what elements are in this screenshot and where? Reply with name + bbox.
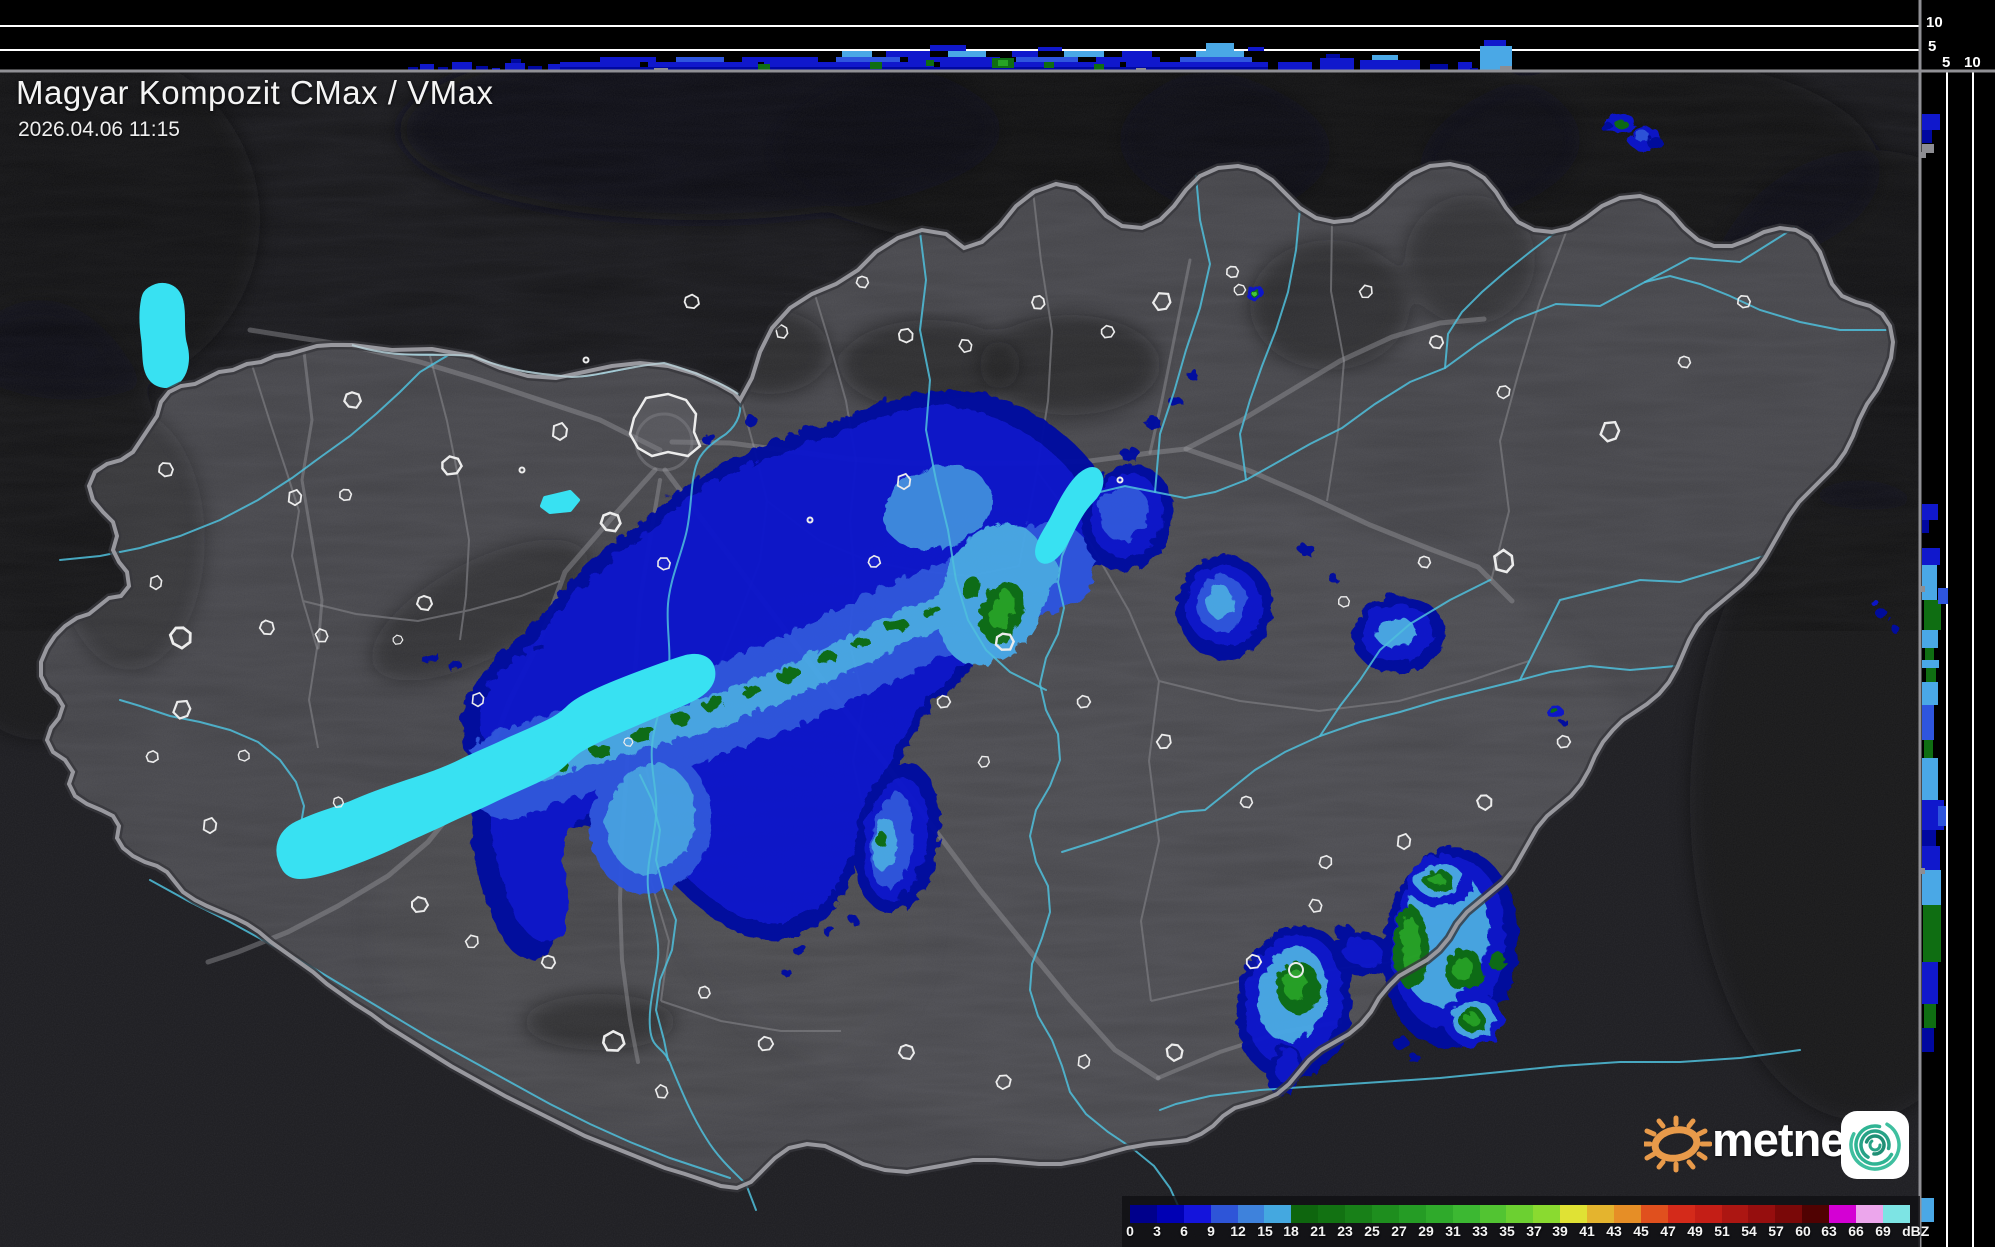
legend-swatch (1856, 1205, 1883, 1223)
legend-swatch (1748, 1205, 1776, 1223)
rivers (59, 175, 1887, 1211)
legend-swatch (1264, 1205, 1292, 1223)
legend-tick: 51 (1714, 1223, 1730, 1239)
legend-tick: 25 (1364, 1223, 1380, 1239)
legend-tick: 15 (1257, 1223, 1273, 1239)
timestamp: 2026.04.06 11:15 (18, 118, 180, 141)
metnet-logo: metnet (1644, 1104, 1924, 1184)
legend-swatch (1614, 1205, 1641, 1223)
radar-echo-south-blob (779, 759, 938, 974)
legend-swatch (1587, 1205, 1615, 1223)
legend-tick: 35 (1499, 1223, 1515, 1239)
radar-echo-specks (419, 367, 1196, 668)
legend-swatch (1802, 1205, 1830, 1223)
legend-swatch (1210, 1205, 1238, 1223)
legend-swatch (1291, 1205, 1319, 1223)
legend-tick: 69 (1875, 1223, 1891, 1239)
legend-unit-label: dBZ (1902, 1223, 1930, 1239)
right-profile-echoes (1919, 114, 1948, 1222)
lakes (139, 282, 1104, 879)
legend-tick: 41 (1579, 1223, 1595, 1239)
legend-swatch (1506, 1205, 1534, 1223)
legend-tick: 54 (1741, 1223, 1757, 1239)
logo-text: metnet (1712, 1113, 1861, 1166)
danube-border-highlight (351, 344, 739, 395)
legend-swatch (1183, 1205, 1211, 1223)
dbz-color-scale: 0 3 6 9 12 15 18 21 23 25 27 29 31 33 35… (1122, 1196, 1929, 1247)
legend-tick: 29 (1418, 1223, 1434, 1239)
legend-tick: 31 (1445, 1223, 1461, 1239)
legend-tick: 39 (1552, 1223, 1568, 1239)
right-axis-label-10km: 10 (1964, 54, 1981, 71)
legend-swatch (1372, 1205, 1399, 1223)
legend-swatch (1237, 1205, 1265, 1223)
legend-swatch (1130, 1205, 1157, 1223)
legend-tick: 33 (1472, 1223, 1488, 1239)
lake-ferto (139, 282, 189, 388)
legend-tick: 18 (1283, 1223, 1299, 1239)
legend-swatch (1640, 1205, 1668, 1223)
top-profile-strip (0, 0, 1995, 71)
legend-swatch (1345, 1205, 1373, 1223)
legend-tick: 45 (1633, 1223, 1649, 1239)
town-outlines (143, 264, 1754, 1101)
metnet-app-icon (1841, 1111, 1909, 1179)
legend-tick: 27 (1391, 1223, 1407, 1239)
right-profile-strip (1919, 71, 1995, 1247)
radar-echo-se-cells (1233, 845, 1517, 1094)
legend-swatch (1560, 1205, 1588, 1223)
map-area (0, 71, 1920, 1247)
legend-swatch (1667, 1205, 1695, 1223)
legend-tick: 57 (1768, 1223, 1784, 1239)
lake-balaton (276, 653, 716, 879)
top-profile-echoes (408, 40, 1512, 71)
legend-tick: 12 (1230, 1223, 1246, 1239)
legend-swatch (1425, 1205, 1453, 1223)
hungary-border (41, 164, 1893, 1188)
radar-echo-east-cells (1078, 461, 1442, 671)
legend-tick: 37 (1526, 1223, 1542, 1239)
right-axis-label-5km: 5 (1942, 54, 1951, 71)
legend-swatch (1156, 1205, 1184, 1223)
legend-swatch (1398, 1205, 1426, 1223)
legend-tick: 63 (1821, 1223, 1837, 1239)
legend-swatch (1721, 1205, 1749, 1223)
legend-tick: 9 (1207, 1223, 1215, 1239)
legend-tick: 43 (1606, 1223, 1622, 1239)
legend-swatch (1882, 1205, 1910, 1223)
legend-tick: 60 (1795, 1223, 1811, 1239)
legend-tick: 0 (1126, 1223, 1134, 1239)
sun-icon (1644, 1115, 1712, 1173)
top-axis-label-5km: 5 (1928, 38, 1937, 55)
page-title: Magyar Kompozit CMax / VMax (16, 74, 494, 111)
legend-swatch (1318, 1205, 1346, 1223)
legend-swatch-row (1130, 1205, 1910, 1223)
legend-tick: 3 (1153, 1223, 1161, 1239)
legend-swatch (1694, 1205, 1722, 1223)
legend-swatch (1452, 1205, 1480, 1223)
budapest-outline (628, 392, 702, 458)
river-tisza (1028, 227, 1795, 1211)
legend-swatch (1829, 1205, 1857, 1223)
legend-swatch (1533, 1205, 1561, 1223)
legend-swatch (1775, 1205, 1803, 1223)
legend-swatch (1479, 1205, 1507, 1223)
legend-tick: 66 (1848, 1223, 1864, 1239)
legend-tick: 47 (1660, 1223, 1676, 1239)
radar-echo-small-cells (1243, 110, 1896, 723)
lake-tisza (1035, 467, 1104, 564)
legend-tick: 49 (1687, 1223, 1703, 1239)
lake-velence (540, 490, 580, 514)
legend-tick: 21 (1310, 1223, 1326, 1239)
legend-tick: 23 (1337, 1223, 1353, 1239)
top-axis-label-10km: 10 (1926, 14, 1943, 31)
legend-tick: 6 (1180, 1223, 1188, 1239)
